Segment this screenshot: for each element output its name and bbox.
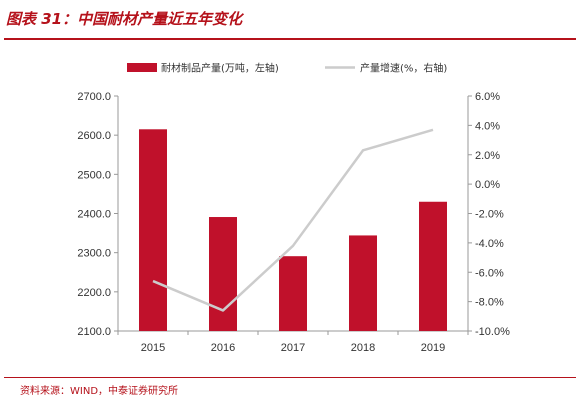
legend-line-label: 产量增速(%，右轴) (360, 62, 447, 75)
x-tick-label: 2015 (141, 342, 165, 354)
left-tick-label: 2400.0 (77, 209, 111, 221)
combo-chart: 耐材制品产量(万吨，左轴) 产量增速(%，右轴) 2100.0 2200.0 230… (77, 62, 510, 355)
left-tick-label: 2700.0 (77, 91, 111, 103)
legend-bar-swatch (127, 63, 157, 72)
left-tick-label: 2500.0 (77, 169, 111, 181)
x-tick-label: 2017 (281, 342, 305, 354)
bar-2015 (139, 129, 167, 331)
right-tick-label: -2.0% (475, 209, 504, 221)
right-tick-label: -10.0% (475, 326, 510, 338)
left-tick-label: 2600.0 (77, 130, 111, 142)
bar-2017 (279, 256, 307, 331)
left-tick-label: 2200.0 (77, 287, 111, 299)
tick-labels: 2100.0 2200.0 2300.0 2400.0 2500.0 2600.0 2700… (77, 91, 510, 354)
right-tick-label: 4.0% (475, 120, 500, 132)
x-tick-label: 2019 (421, 342, 445, 354)
title-divider (4, 38, 576, 40)
x-tick-label: 2016 (211, 342, 235, 354)
bar-2016 (209, 217, 237, 331)
footer-divider (4, 377, 576, 378)
right-tick-label: 0.0% (475, 179, 500, 191)
source-note: 资料来源：WIND，中泰证券研究所 (20, 386, 179, 397)
right-tick-label: -4.0% (475, 238, 504, 250)
bar-2018 (349, 235, 377, 331)
bar-2019 (419, 201, 447, 331)
line-series (152, 128, 434, 312)
right-tick-label: -8.0% (475, 297, 504, 309)
legend-bar-label: 耐材制品产量(万吨，左轴) (161, 62, 279, 75)
right-tick-label: 2.0% (475, 150, 500, 162)
left-tick-label: 2100.0 (77, 326, 111, 338)
chart-legend: 耐材制品产量(万吨，左轴) 产量增速(%，右轴) (127, 62, 447, 75)
bar-series (139, 129, 447, 331)
x-tick-label: 2018 (351, 342, 375, 354)
left-tick-label: 2300.0 (77, 248, 111, 260)
right-tick-label: 6.0% (475, 91, 500, 103)
right-tick-label: -6.0% (475, 267, 504, 279)
figure-title: 图表 31：中国耐材产量近五年变化 (6, 10, 243, 28)
